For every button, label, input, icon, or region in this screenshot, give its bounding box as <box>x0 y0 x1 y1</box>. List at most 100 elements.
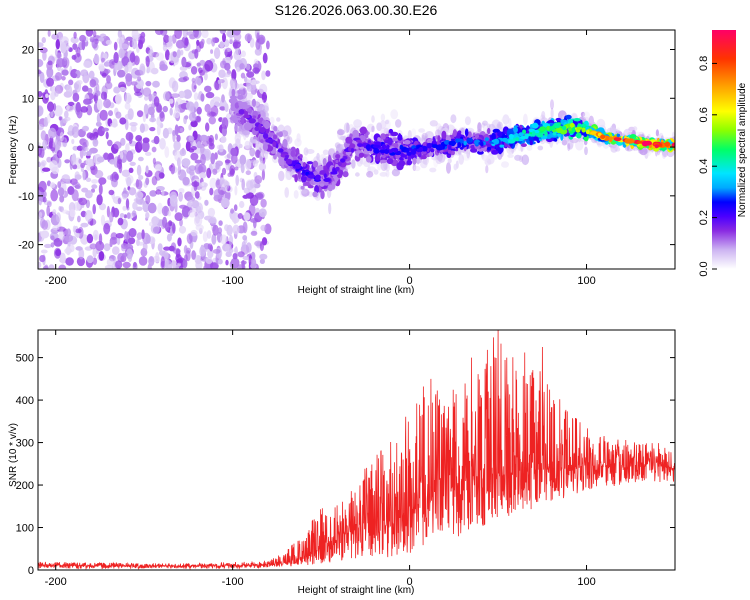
spectrogram-noise-blob <box>172 248 181 254</box>
spectrogram-core-blob <box>624 138 632 144</box>
spectrogram-noise-blob <box>173 140 181 151</box>
spectrogram-noise-blob <box>67 101 75 106</box>
spectrogram-noise-blob <box>85 177 92 182</box>
spectrogram-halo-blob <box>330 148 336 154</box>
spectrogram-noise-blob <box>182 176 190 186</box>
spectrogram-halo-blob <box>502 114 510 125</box>
spectrogram-noise-blob <box>200 153 206 166</box>
spectrogram-noise-blob <box>181 56 187 68</box>
spectrogram-noise-blob <box>53 105 63 117</box>
spectrogram-core-blob <box>330 171 338 175</box>
spectrogram-ridge-blob <box>342 171 349 178</box>
spectrogram-core-blob <box>501 137 508 142</box>
spectrogram-ridge-blob <box>491 150 499 155</box>
spectrogram-noise-blob <box>258 208 267 218</box>
spectrogram-noise-blob <box>76 80 83 85</box>
spectrogram-core-blob <box>515 137 519 142</box>
spectrogram-noise-blob <box>139 123 145 133</box>
spectrogram-noise-blob <box>221 117 229 130</box>
spectrogram-ridge-blob <box>335 154 341 159</box>
snr-x-label: Height of straight line (km) <box>298 585 415 596</box>
spectrogram-noise-blob <box>121 252 128 257</box>
spectrogram-noise-blob <box>148 256 155 267</box>
spectrogram-noise-blob <box>109 211 114 223</box>
spectrogram-halo-blob <box>481 122 486 128</box>
spectrogram-noise-blob <box>75 101 82 113</box>
spectrogram-core-blob <box>248 118 256 124</box>
spectrogram-noise-blob <box>137 138 143 150</box>
spectrogram-noise-blob <box>128 228 137 238</box>
spectrogram-noise-blob <box>101 72 107 78</box>
spectrogram-noise-blob <box>70 36 79 44</box>
spectrogram-core-blob <box>518 132 524 137</box>
spectrogram-noise-blob <box>112 246 120 255</box>
spectrogram-ridge-blob <box>272 134 278 140</box>
spectrogram-noise-blob <box>91 184 98 189</box>
spectrogram-noise-blob <box>205 122 210 132</box>
spectrogram-noise-blob <box>167 127 173 135</box>
spectrogram-noise-blob <box>73 201 81 211</box>
spectrogram-noise-blob <box>124 92 132 104</box>
spectrogram-noise-blob <box>156 104 163 113</box>
spectrogram-noise-blob <box>60 252 66 264</box>
spectrogram-halo-blob <box>462 153 471 161</box>
colorbar-tick-label: 0.4 <box>698 159 710 174</box>
spectrogram-noise-blob <box>159 64 168 71</box>
spectrogram-halo-blob <box>582 111 591 120</box>
spectrogram-halo-blob <box>458 154 465 165</box>
spectrogram-x-tick-label: 0 <box>407 275 413 287</box>
spectrogram-noise-blob <box>106 205 110 218</box>
spectrogram-noise-blob <box>115 233 124 239</box>
spectrogram-x-ticks: -200 -100 0 100 <box>45 30 596 287</box>
spectrogram-noise-blob <box>86 104 93 116</box>
spectrogram-noise-blob <box>57 187 65 197</box>
spectrogram-core-blob <box>393 148 398 153</box>
spectrogram-core-blob <box>457 142 462 148</box>
spectrogram-core-blob <box>507 139 515 144</box>
spectrogram-noise-blob <box>238 143 243 149</box>
spectrogram-noise-blob <box>98 251 105 261</box>
spectrogram-noise-blob <box>70 154 77 166</box>
spectrogram-noise-blob <box>176 258 183 264</box>
spectrogram-noise-blob <box>190 120 198 128</box>
spectrogram-noise-blob <box>219 106 226 111</box>
spectrogram-noise-blob <box>169 107 173 116</box>
spectrogram-noise-blob <box>78 248 85 260</box>
spectrogram-noise-blob <box>66 228 71 237</box>
spectrogram-noise-blob <box>250 230 258 236</box>
spectrogram-noise-blob <box>86 233 94 244</box>
spectrogram-noise-blob <box>179 148 187 157</box>
spectrogram-halo-blob <box>284 187 290 198</box>
spectrogram-noise-blob <box>248 203 256 216</box>
spectrogram-noise-blob <box>250 159 260 164</box>
spectrogram-ridge-blob <box>529 140 533 146</box>
spectrogram-core-blob <box>259 127 266 133</box>
spectrogram-core-blob <box>285 158 293 165</box>
spectrogram-ridge-blob <box>573 118 581 122</box>
spectrogram-noise-blob <box>202 231 208 243</box>
spectrogram-core-blob <box>238 109 245 115</box>
spectrogram-ridge-blob <box>553 138 558 142</box>
spectrogram-noise-blob <box>117 217 124 226</box>
spectrogram-noise-blob <box>76 46 81 58</box>
spectrogram-ridge-blob <box>282 138 288 148</box>
spectrogram-noise-blob <box>215 163 220 170</box>
spectrogram-halo-blob <box>541 111 546 119</box>
spectrogram-noise-blob <box>108 189 115 196</box>
spectrogram-noise-blob <box>113 41 118 51</box>
spectrogram-noise-blob <box>256 32 260 43</box>
spectrogram-noise-blob <box>167 210 172 217</box>
spectrogram-halo-blob <box>395 119 402 128</box>
spectrogram-noise-blob <box>136 199 146 205</box>
spectrogram-halo-blob <box>450 114 457 124</box>
spectrogram-noise-blob <box>136 232 143 240</box>
spectrogram-noise-blob <box>206 230 212 239</box>
spectrogram-noise-blob <box>204 85 212 93</box>
spectrogram-noise-blob <box>211 233 217 245</box>
spectrogram-halo-blob <box>346 122 350 133</box>
spectrogram-noise-blob <box>145 55 150 68</box>
spectrogram-noise-blob <box>152 226 160 234</box>
spectrogram-noise-blob <box>39 71 45 84</box>
spectrogram-noise-blob <box>126 212 131 220</box>
spectrogram-noise-blob <box>217 227 223 235</box>
